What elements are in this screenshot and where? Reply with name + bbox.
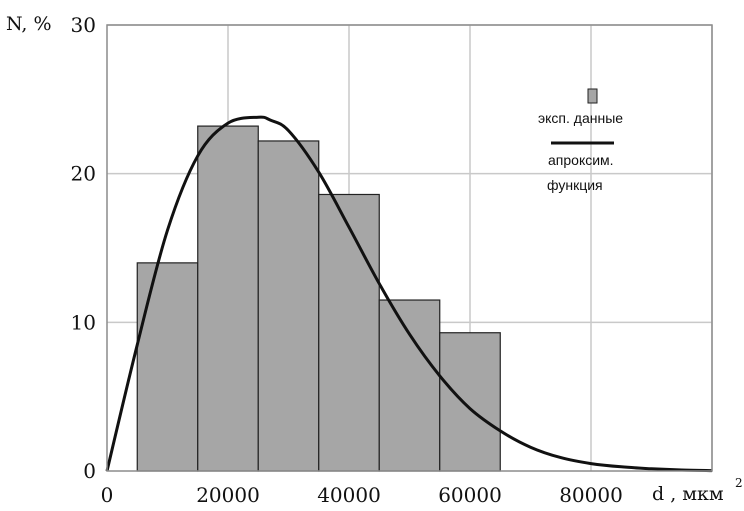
approximation-curve xyxy=(105,115,713,473)
x-tick-label: 20000 xyxy=(196,483,260,507)
y-tick-label: 20 xyxy=(71,162,96,186)
bars xyxy=(136,125,501,472)
plot-frame xyxy=(106,24,713,472)
x-tick-label: 0 xyxy=(101,483,114,507)
x-tick-label: 60000 xyxy=(438,483,502,507)
legend-line-entry-1: апроксим. xyxy=(548,152,614,168)
histogram-bar-4 xyxy=(318,193,380,472)
y-tick-label: 0 xyxy=(83,459,96,483)
x-tick-label: 80000 xyxy=(559,483,623,507)
y-axis-label: N, % xyxy=(6,13,52,35)
x-axis-label-superscript: 2 xyxy=(735,476,743,490)
x-axis-label: d , мкм xyxy=(652,483,724,505)
y-tick-label: 30 xyxy=(71,13,96,37)
histogram-bar-5 xyxy=(378,299,441,472)
legend-bar-entry: эксп. данные xyxy=(538,110,623,126)
legend-bar-swatch xyxy=(587,88,598,104)
histogram-bar-6 xyxy=(439,332,501,472)
histogram-bar-1 xyxy=(136,262,199,472)
histogram-bar-3 xyxy=(257,140,320,472)
legend-line-entry-2: функция xyxy=(547,177,603,193)
y-tick-label: 10 xyxy=(71,310,96,334)
histogram-bar-2 xyxy=(197,125,259,472)
x-tick-label: 40000 xyxy=(317,483,381,507)
legend: эксп. данные апроксим. функция xyxy=(538,88,623,193)
tick-labels: 0 20000 40000 60000 80000 0 10 20 30 xyxy=(71,13,623,507)
